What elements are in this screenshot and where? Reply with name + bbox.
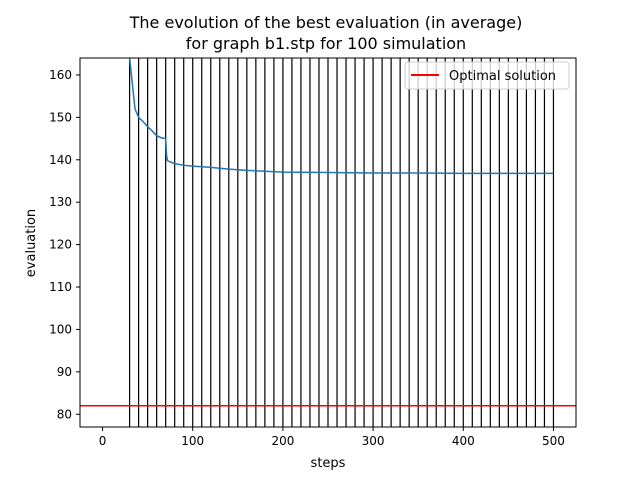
y-tick-label: 140 [49,153,72,167]
x-axis-label: steps [311,456,346,471]
legend-box [404,61,570,90]
y-tick-label: 90 [57,365,72,379]
x-tick-label: 0 [99,434,107,448]
legend-label-optimal: Optimal solution [449,69,556,84]
series-line [128,58,554,175]
y-tick-label: 80 [57,407,72,421]
y-tick-label: 100 [49,322,72,336]
x-tick-label: 500 [542,434,565,448]
x-tick-label: 200 [271,434,294,448]
plot-frame [79,57,577,428]
chart-title-line1: The evolution of the best evaluation (in… [129,13,523,32]
y-tick-label: 130 [49,195,72,209]
y-tick-label: 150 [49,110,72,124]
y-tick-label: 110 [49,280,72,294]
y-tick-label: 160 [49,68,72,82]
plot-marks [80,58,576,427]
legend: Optimal solution [404,61,570,90]
y-tick-label: 120 [49,238,72,252]
chart-title-line2: for graph b1.stp for 100 simulation [186,34,466,53]
plot-area: 0 100 200 300 400 500 80 90 100 110 120 130 140 150 16… [49,57,577,448]
x-tick-label: 300 [362,434,385,448]
x-tick-label: 100 [181,434,204,448]
x-tick-label: 400 [452,434,475,448]
y-axis-label: evaluation [24,209,39,277]
